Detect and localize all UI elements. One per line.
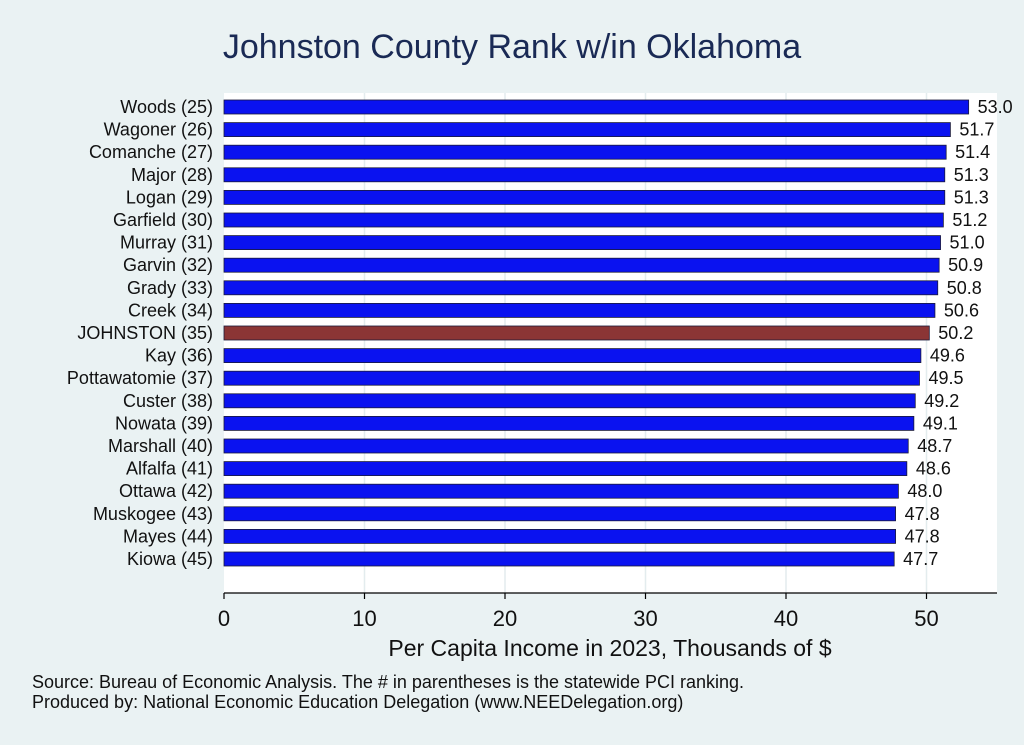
bar (223, 415, 915, 431)
bar (223, 99, 970, 115)
x-tick-label: 0 (218, 606, 230, 631)
x-tick-label: 30 (633, 606, 657, 631)
data-label: 47.7 (903, 549, 938, 569)
bar (223, 370, 920, 386)
category-label: Major (28) (131, 165, 213, 185)
category-label: Marshall (40) (108, 436, 213, 456)
category-label: Pottawatomie (37) (67, 368, 213, 388)
bar (223, 393, 916, 409)
bar (223, 257, 940, 273)
data-label: 51.7 (959, 120, 994, 140)
bar (223, 302, 936, 318)
category-label: Garvin (32) (123, 255, 213, 275)
data-label: 50.8 (947, 278, 982, 298)
bar-highlight (223, 325, 930, 341)
bar (223, 551, 895, 567)
category-label: Creek (34) (128, 300, 213, 320)
data-label: 53.0 (978, 97, 1013, 117)
bar (223, 167, 946, 183)
data-label: 49.6 (930, 346, 965, 366)
x-tick-label: 20 (493, 606, 517, 631)
data-label: 51.3 (954, 165, 989, 185)
bars (223, 99, 970, 567)
data-label: 48.7 (917, 436, 952, 456)
bar (223, 438, 909, 454)
bar (223, 212, 944, 228)
bar (223, 529, 896, 544)
category-label: Ottawa (42) (119, 481, 213, 501)
data-label: 51.2 (952, 210, 987, 230)
category-label: Woods (25) (120, 97, 213, 117)
category-label: Murray (31) (120, 233, 213, 253)
category-label: Nowata (39) (115, 413, 213, 433)
category-label: Custer (38) (123, 391, 213, 411)
data-label: 50.9 (948, 255, 983, 275)
category-label: Kay (36) (145, 346, 213, 366)
x-tick-label: 40 (774, 606, 798, 631)
bar (223, 280, 939, 296)
bar (223, 189, 946, 205)
data-label: 49.2 (924, 391, 959, 411)
data-label: 47.8 (905, 526, 940, 546)
bar (223, 122, 951, 137)
category-label: Alfalfa (41) (126, 459, 213, 479)
x-axis-label: Per Capita Income in 2023, Thousands of … (388, 635, 831, 661)
category-label: Muskogee (43) (93, 504, 213, 524)
bar (223, 144, 947, 160)
data-label: 50.6 (944, 300, 979, 320)
category-label: JOHNSTON (35) (77, 323, 213, 343)
data-label: 50.2 (938, 323, 973, 343)
category-label: Comanche (27) (89, 142, 213, 162)
chart-title: Johnston County Rank w/in Oklahoma (222, 28, 802, 66)
data-label: 51.3 (954, 187, 989, 207)
x-tick-label: 10 (352, 606, 376, 631)
bar (223, 348, 922, 364)
data-label: 51.0 (950, 233, 985, 253)
bar (223, 506, 896, 522)
category-label: Mayes (44) (123, 526, 213, 546)
data-label: 49.1 (923, 413, 958, 433)
data-label: 47.8 (905, 504, 940, 524)
category-label: Garfield (30) (113, 210, 213, 230)
category-labels: Woods (25) Wagoner (26)Comanche (27) Major… (67, 97, 213, 569)
category-label: Logan (29) (126, 187, 213, 207)
bar (223, 235, 941, 251)
bar (223, 483, 899, 499)
value-labels: 53.0 51.751.4 51.351.3 51.2 51.050.9 50.850.6… (903, 97, 1013, 569)
x-tick-label: 50 (914, 606, 938, 631)
category-label: Wagoner (26) (104, 120, 213, 140)
data-label: 49.5 (928, 368, 963, 388)
data-label: 51.4 (955, 142, 990, 162)
data-label: 48.6 (916, 459, 951, 479)
source-note: Source: Bureau of Economic Analysis. The… (32, 672, 745, 692)
x-axis-ticks: 0 10 20 30 40 50 (218, 593, 939, 631)
producer-note: Produced by: National Economic Education… (32, 692, 684, 712)
data-label: 48.0 (907, 481, 942, 501)
category-label: Grady (33) (127, 278, 213, 298)
category-label: Kiowa (45) (127, 549, 213, 569)
bar (223, 461, 908, 477)
